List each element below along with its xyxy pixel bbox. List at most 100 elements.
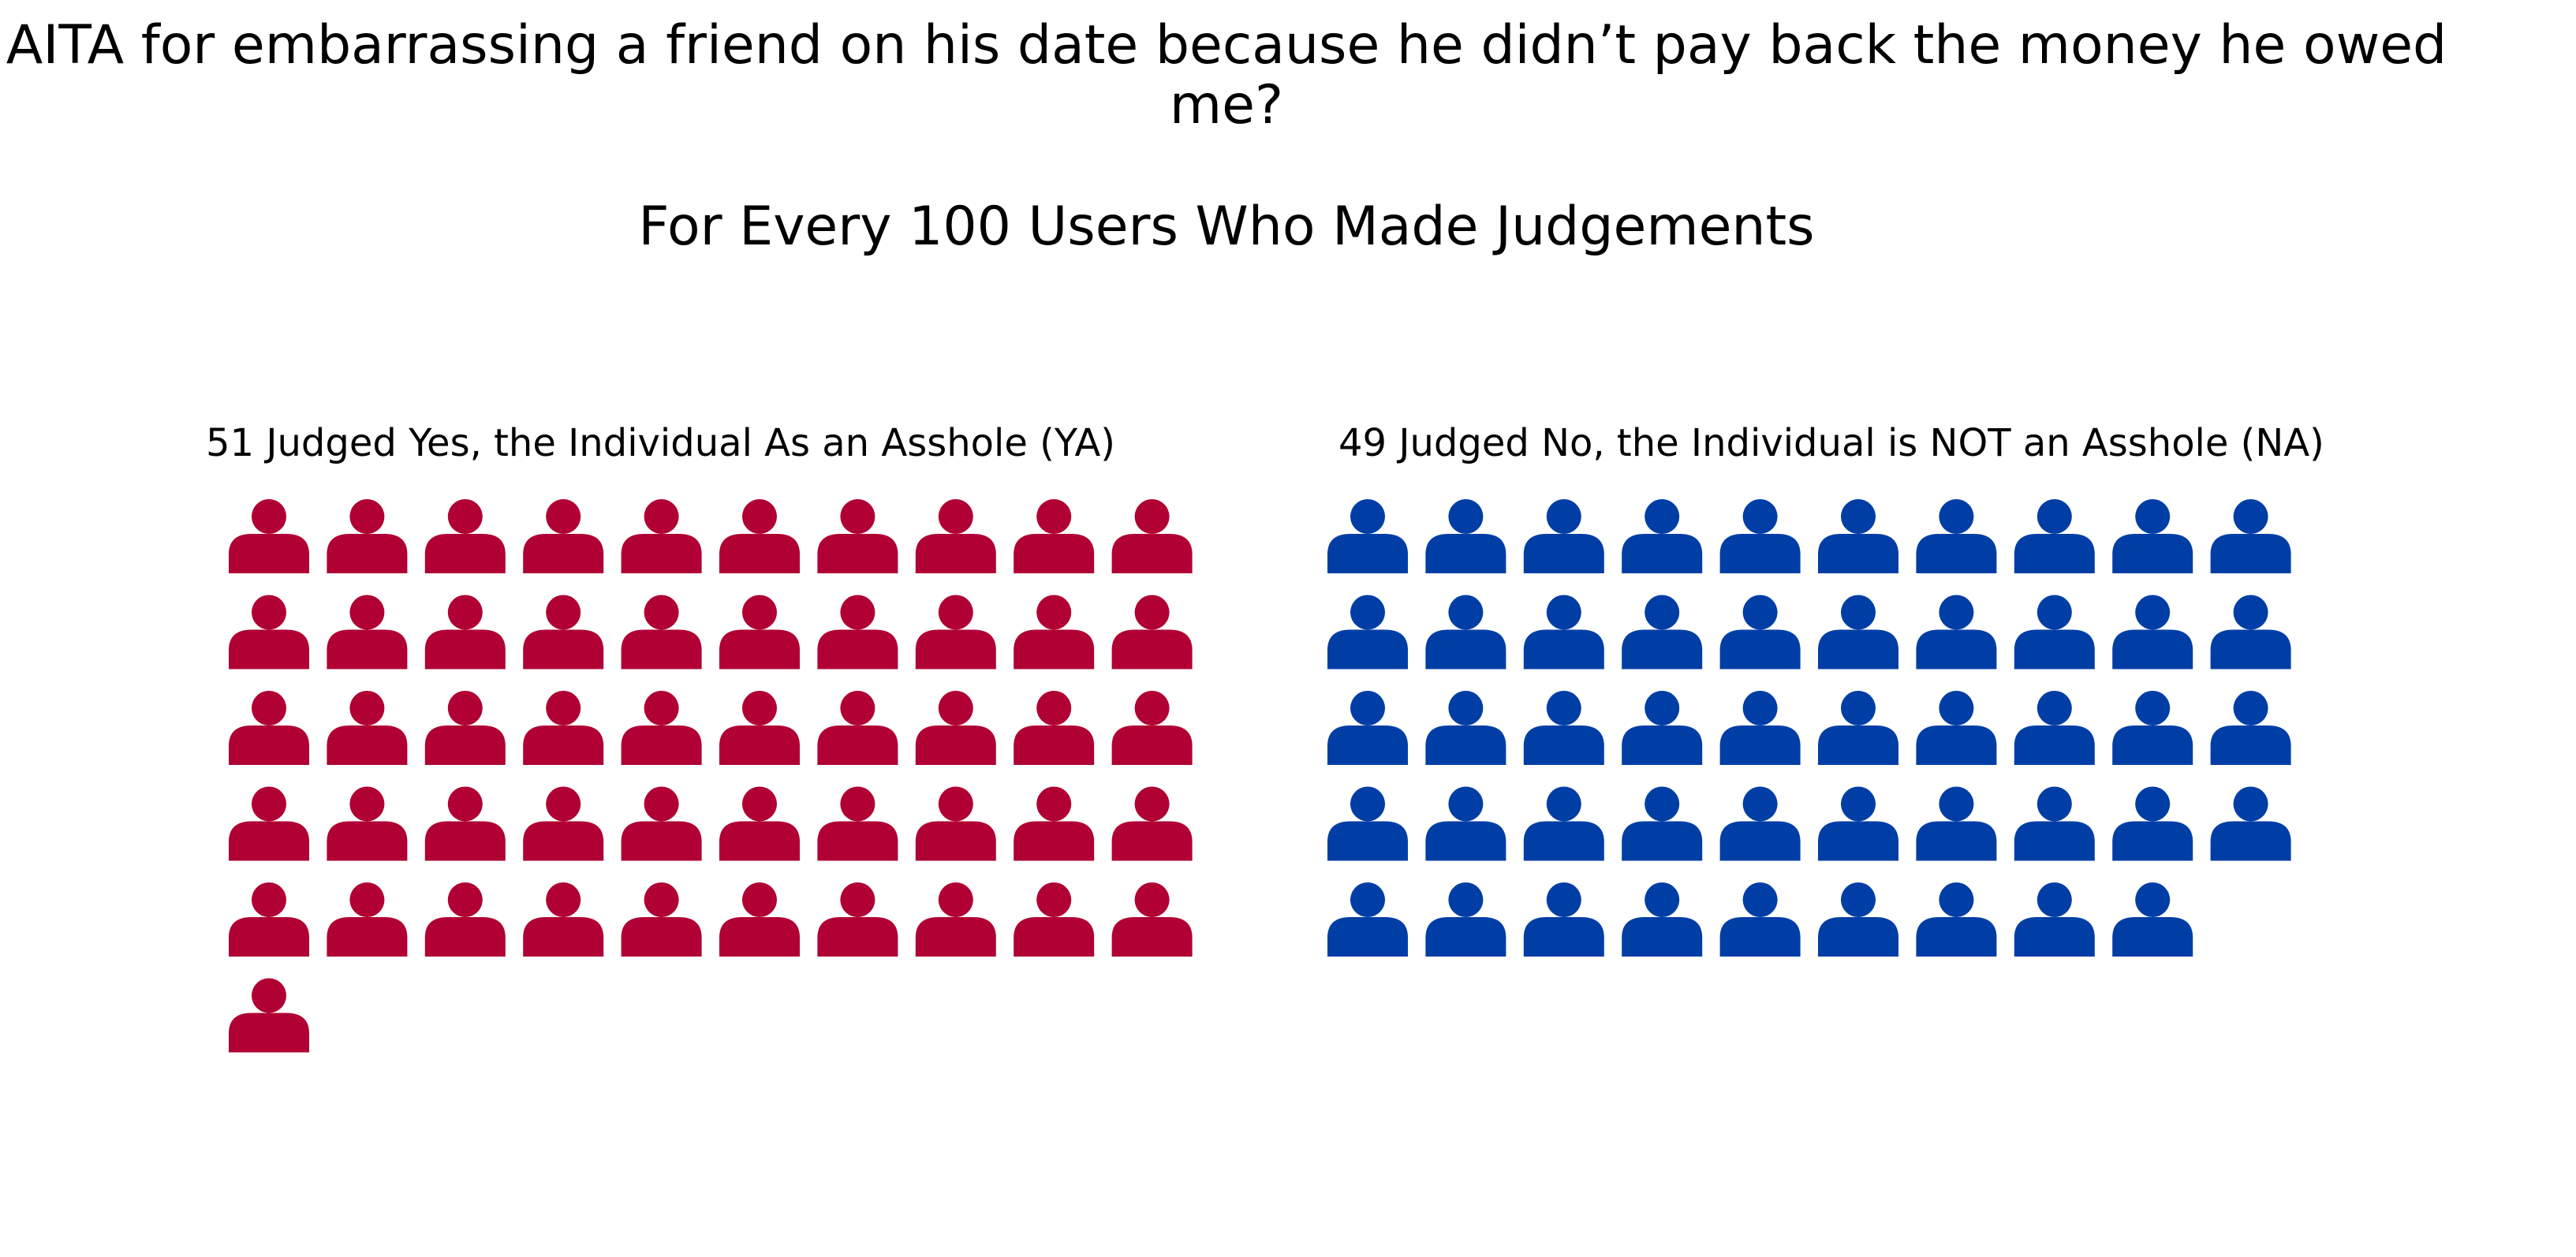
person-icon xyxy=(1014,882,1095,957)
person-icon xyxy=(1719,691,1801,765)
person-icon xyxy=(1719,595,1801,670)
person-icon xyxy=(2014,691,2095,765)
person-icon xyxy=(327,691,408,765)
person-icon xyxy=(327,786,408,861)
person-icon xyxy=(1111,595,1193,670)
person-icon xyxy=(327,499,408,573)
person-icon xyxy=(1818,882,1898,957)
person-icon xyxy=(1622,499,1703,573)
person-icon xyxy=(1916,882,1997,957)
panel-title-na: 49 Judged No, the Individual is NOT an A… xyxy=(1338,421,2324,465)
person-icon xyxy=(2210,691,2291,765)
person-icon xyxy=(915,499,996,573)
person-icon xyxy=(1818,499,1898,573)
person-icon xyxy=(1425,499,1506,573)
person-icon xyxy=(817,882,898,957)
person-icon xyxy=(915,882,996,957)
person-icon xyxy=(1818,595,1898,670)
person-icon xyxy=(1719,786,1801,861)
person-icon xyxy=(1622,786,1703,861)
person-icon xyxy=(915,691,996,765)
person-icon xyxy=(1916,691,1997,765)
person-icon xyxy=(2112,882,2193,957)
person-icon xyxy=(2014,882,2095,957)
person-icon xyxy=(1523,691,1604,765)
chart-subtitle: For Every 100 Users Who Made Judgements xyxy=(638,196,1815,258)
chart-title-line-2: me? xyxy=(1169,74,1284,136)
person-icon xyxy=(915,595,996,670)
person-icon xyxy=(229,882,309,957)
person-icon xyxy=(1425,691,1506,765)
person-icon xyxy=(1523,595,1604,670)
person-icon xyxy=(1916,595,1997,670)
person-icon xyxy=(2112,499,2193,573)
person-icon xyxy=(1719,882,1801,957)
person-icon xyxy=(424,595,506,670)
person-icon xyxy=(2112,786,2193,861)
person-icon xyxy=(523,691,604,765)
person-icon xyxy=(817,691,898,765)
person-icon xyxy=(523,499,604,573)
person-icon xyxy=(621,691,702,765)
person-icon xyxy=(2112,595,2193,670)
person-icon xyxy=(424,882,506,957)
person-icon xyxy=(523,882,604,957)
person-icon xyxy=(719,882,800,957)
person-icon xyxy=(2210,595,2291,670)
person-icon xyxy=(1425,786,1506,861)
person-icon xyxy=(1327,786,1408,861)
person-icon xyxy=(1523,882,1604,957)
person-icon xyxy=(2210,499,2291,573)
person-icon xyxy=(523,786,604,861)
person-icon xyxy=(1111,691,1193,765)
person-icon xyxy=(229,786,309,861)
person-icon xyxy=(1622,691,1703,765)
person-icon xyxy=(719,786,800,861)
person-icon xyxy=(817,595,898,670)
chart-title-line-1: AITA for embarrassing a friend on his da… xyxy=(6,14,2447,76)
person-icon xyxy=(719,595,800,670)
person-icon xyxy=(2112,691,2193,765)
person-icon xyxy=(1523,786,1604,861)
person-icon xyxy=(229,499,309,573)
person-icon xyxy=(621,499,702,573)
person-icon xyxy=(1014,786,1095,861)
person-icon xyxy=(719,691,800,765)
person-icon xyxy=(424,786,506,861)
person-icon xyxy=(327,595,408,670)
person-icon xyxy=(229,978,309,1053)
person-icon xyxy=(817,786,898,861)
person-icon xyxy=(1916,786,1997,861)
person-icon xyxy=(817,499,898,573)
person-icon xyxy=(327,882,408,957)
person-icon xyxy=(719,499,800,573)
person-icon xyxy=(1622,882,1703,957)
person-icon xyxy=(2014,499,2095,573)
person-icon xyxy=(1523,499,1604,573)
person-icon xyxy=(621,786,702,861)
person-icon xyxy=(1622,595,1703,670)
person-icon xyxy=(1327,595,1408,670)
person-icon xyxy=(1111,499,1193,573)
person-icon xyxy=(424,691,506,765)
person-icon xyxy=(2014,595,2095,670)
person-icon xyxy=(1425,882,1506,957)
person-icon xyxy=(1014,595,1095,670)
panel-title-ya: 51 Judged Yes, the Individual As an Assh… xyxy=(206,421,1116,465)
person-icon xyxy=(1327,691,1408,765)
person-icon xyxy=(229,691,309,765)
person-icon xyxy=(1818,691,1898,765)
person-icon xyxy=(424,499,506,573)
person-icon xyxy=(229,595,309,670)
person-icon xyxy=(1916,499,1997,573)
person-icon xyxy=(1818,786,1898,861)
person-icon xyxy=(523,595,604,670)
waffle-group-ya xyxy=(229,499,1193,1053)
person-icon xyxy=(1327,882,1408,957)
person-icon xyxy=(2210,786,2291,861)
person-icon xyxy=(1425,595,1506,670)
person-icon xyxy=(1327,499,1408,573)
person-icon xyxy=(2014,786,2095,861)
person-icon xyxy=(1111,786,1193,861)
